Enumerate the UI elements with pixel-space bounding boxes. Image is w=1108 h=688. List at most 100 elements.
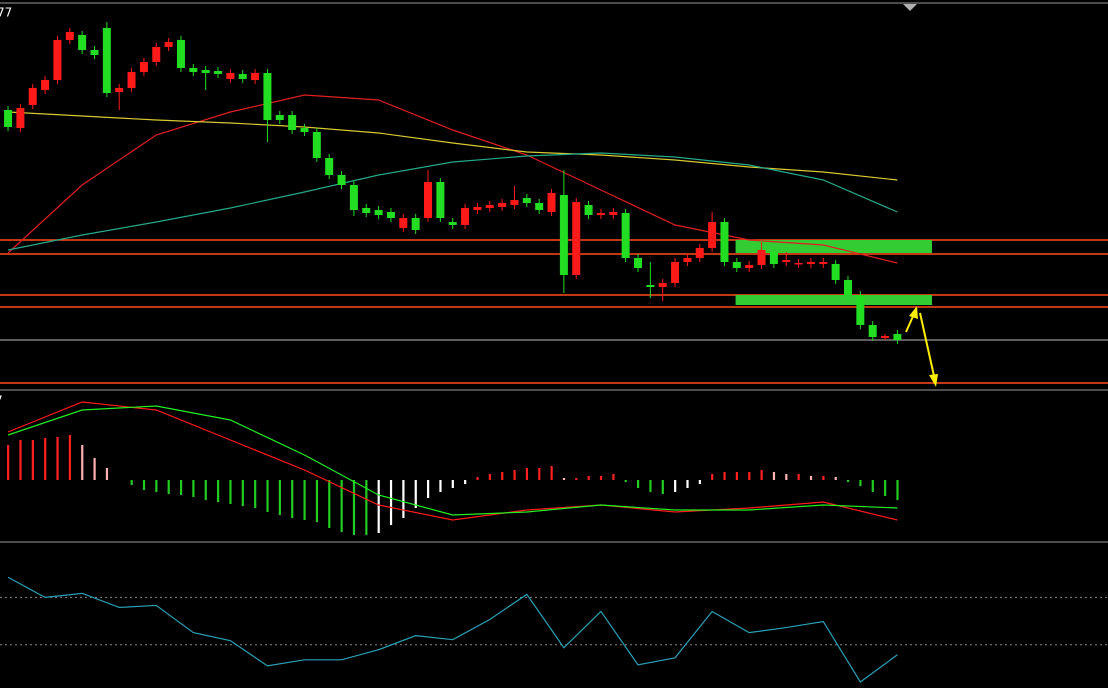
histogram-bar — [772, 472, 776, 480]
candle-body — [115, 88, 124, 92]
candle-body — [201, 70, 210, 73]
candle-body — [584, 205, 593, 215]
histogram-bar — [809, 476, 813, 480]
histogram-bar — [674, 480, 677, 492]
histogram-bar — [204, 480, 207, 500]
candle-body — [633, 258, 642, 268]
candle-body — [399, 218, 408, 228]
histogram-bar — [711, 474, 714, 480]
histogram-bar — [735, 472, 739, 480]
candle-body — [621, 213, 630, 258]
candle-body — [65, 32, 74, 40]
histogram-bar — [723, 472, 726, 480]
histogram-bar — [179, 480, 183, 495]
histogram-bar — [278, 480, 281, 515]
scroll-marker — [903, 4, 917, 11]
candle-body — [510, 200, 519, 205]
histogram-bar — [167, 480, 170, 494]
panel-title: 77 — [0, 6, 12, 20]
histogram-bar — [328, 480, 331, 528]
candle-body — [189, 68, 198, 72]
histogram-bar — [402, 480, 405, 518]
candle-body — [4, 110, 13, 127]
candle-body — [362, 208, 371, 213]
histogram-bar — [834, 477, 837, 480]
histogram-bar — [513, 470, 516, 480]
plots — [0, 22, 1108, 683]
candle-body — [251, 73, 260, 80]
candle-body — [139, 62, 148, 72]
histogram-bar — [340, 480, 343, 532]
histogram-bar — [636, 480, 640, 488]
histogram-bar — [365, 480, 368, 535]
histogram-bar — [241, 480, 244, 506]
histogram-bar — [822, 476, 825, 480]
candle-body — [881, 336, 890, 338]
histogram-bar — [624, 480, 627, 482]
arrow-up — [905, 306, 918, 333]
histogram-bar — [649, 480, 652, 492]
histogram-bar — [797, 474, 800, 480]
histogram-bar — [31, 440, 34, 480]
histogram-bar — [427, 480, 430, 498]
candle-body — [868, 325, 877, 337]
candle-body — [831, 264, 840, 280]
histogram-bar — [44, 438, 47, 480]
histogram-bar — [562, 478, 566, 480]
histogram-bar — [105, 468, 109, 480]
candle-body — [572, 202, 581, 275]
candle-body — [559, 195, 568, 275]
candle-body — [41, 80, 50, 90]
candle-body — [164, 42, 173, 47]
histogram-bar — [686, 480, 689, 488]
candle-body — [300, 128, 309, 132]
histogram-bar — [871, 480, 874, 492]
histogram-bar — [229, 480, 232, 504]
histogram-bar — [56, 437, 59, 480]
histogram-bar — [464, 480, 467, 484]
candle-body — [856, 295, 865, 325]
moving-average — [7, 94, 898, 264]
histogram-bar — [291, 480, 294, 518]
candle-body — [325, 158, 334, 175]
histogram-bar — [217, 480, 220, 502]
candle-body — [436, 182, 445, 218]
candle-body — [843, 280, 852, 295]
candle-body — [288, 115, 297, 130]
candle-body — [214, 71, 223, 74]
histogram-bar — [81, 445, 84, 480]
candle-body — [498, 203, 507, 207]
candle-body — [732, 262, 741, 268]
histogram-bar — [488, 474, 491, 480]
candle-body — [708, 222, 717, 248]
candle-body — [16, 108, 25, 128]
indicator-line — [7, 405, 898, 516]
histogram-bar — [846, 480, 850, 482]
arrow-down — [919, 312, 938, 387]
histogram-bar — [93, 458, 96, 480]
candle-body — [263, 73, 272, 120]
candle-body — [757, 250, 766, 265]
candle-body — [386, 212, 395, 218]
histogram-bar — [661, 480, 664, 494]
histogram-bar — [859, 480, 862, 486]
candle-body — [769, 252, 778, 264]
panel-title: 7 — [0, 394, 3, 408]
candle-body — [535, 203, 544, 210]
histogram-bar — [19, 440, 22, 480]
histogram-bar — [414, 480, 417, 508]
candle-body — [473, 207, 482, 210]
candle-body — [238, 74, 247, 79]
moving-average — [7, 152, 898, 251]
candle-body — [745, 265, 754, 268]
histogram-bar — [538, 468, 541, 480]
candle-body — [53, 40, 62, 80]
candle-body — [658, 283, 667, 287]
histogram-bar — [68, 435, 71, 480]
histogram-bar — [760, 470, 763, 480]
candle-body — [485, 205, 494, 208]
candle-body — [349, 185, 358, 210]
candle-body — [893, 334, 902, 340]
